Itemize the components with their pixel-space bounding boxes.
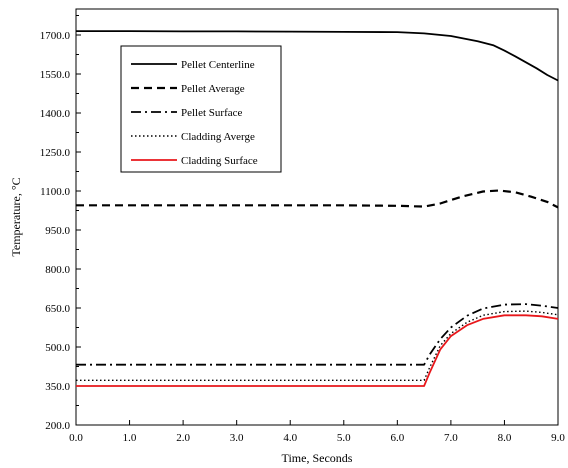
x-tick-label: 0.0 <box>69 432 83 444</box>
y-axis-label: Temperature, °C <box>9 177 23 256</box>
y-tick-label: 1400.0 <box>40 108 71 120</box>
y-tick-label: 1550.0 <box>40 69 71 81</box>
legend-label-3: Pellet Surface <box>181 107 243 119</box>
y-tick-label: 350.0 <box>45 381 70 393</box>
x-tick-label: 9.0 <box>551 432 565 444</box>
series-line-1 <box>76 30 559 82</box>
x-tick-label: 1.0 <box>123 432 137 444</box>
x-tick-label: 5.0 <box>337 432 351 444</box>
series-line-3 <box>76 303 559 366</box>
series-layer <box>76 30 559 387</box>
legend-label-4: Cladding Averge <box>181 131 255 143</box>
series-line-5 <box>76 314 559 387</box>
y-tick-label: 1250.0 <box>40 147 71 159</box>
x-tick-label: 6.0 <box>390 432 404 444</box>
plot-frame <box>75 8 559 426</box>
y-tick-label: 500.0 <box>45 342 70 354</box>
plot-area <box>75 8 559 426</box>
x-tick-label: 2.0 <box>176 432 190 444</box>
y-tick-label: 1700.0 <box>40 30 71 42</box>
x-tick-label: 8.0 <box>498 432 512 444</box>
y-tick-label: 1100.0 <box>40 186 70 198</box>
y-tick-label: 950.0 <box>45 225 70 237</box>
legend-label-5: Cladding Surface <box>181 155 258 167</box>
y-tick-label: 800.0 <box>45 264 70 276</box>
x-tick-label: 4.0 <box>283 432 297 444</box>
legend-box <box>120 45 282 173</box>
x-axis-label: Time, Seconds <box>282 451 353 465</box>
y-tick-label: 200.0 <box>45 420 70 432</box>
x-tick-label: 7.0 <box>444 432 458 444</box>
legend-label-1: Pellet Centerline <box>181 59 255 71</box>
y-tick-label: 650.0 <box>45 303 70 315</box>
series-line-4 <box>76 310 559 381</box>
x-tick-label: 3.0 <box>230 432 244 444</box>
legend-label-2: Pellet Average <box>181 83 245 95</box>
legend: Pellet Centerline Pellet Average Pellet Su… <box>120 45 282 173</box>
series-line-2 <box>76 189 559 209</box>
axis-ticks: 0.0 1.0 2.0 3.0 4.0 5.0 6.0 7.0 8.0 9.0 200.0 350.0… <box>40 15 565 444</box>
